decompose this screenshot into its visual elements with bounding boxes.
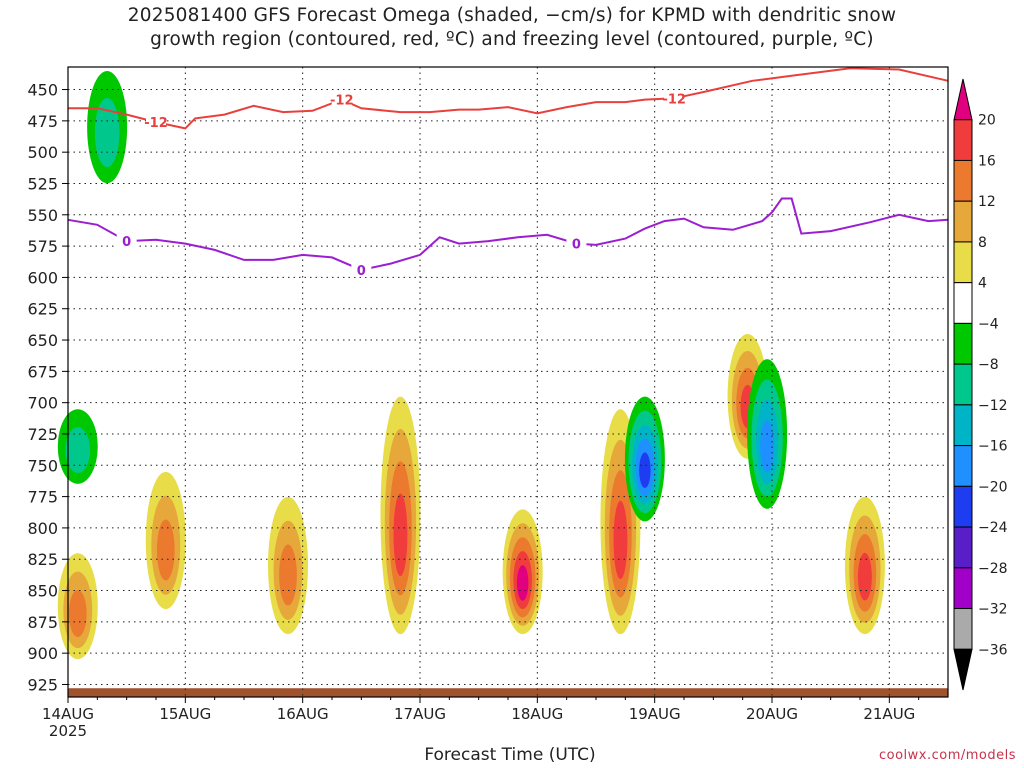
- chart-title-line-2: growth region (contoured, red, ºC) and f…: [150, 29, 874, 50]
- x-tick-label-4: 18AUG: [511, 705, 563, 723]
- x-tick-label-2: 16AUG: [277, 705, 329, 723]
- y-tick-label-550: 550: [27, 206, 58, 225]
- colorbar-top-triangle: [953, 78, 973, 121]
- colorbar-bin-4: [953, 241, 973, 284]
- colorbar-bin-6: [953, 322, 973, 365]
- omega-region-4-level-2: [279, 544, 297, 606]
- contour-line-1: [67, 197, 949, 271]
- colorbar-bottom-triangle: [953, 648, 973, 691]
- x-tick-label-6: 20AUG: [746, 705, 798, 723]
- colorbar-label-0: 20: [978, 113, 996, 129]
- colorbar-label-6: −8: [978, 357, 999, 373]
- x-tick-label-0: 14AUG: [42, 705, 94, 723]
- credit-text: coolwx.com/models: [878, 748, 1016, 763]
- omega-region-10-level-3: [760, 420, 775, 473]
- y-tick-label-875: 875: [27, 613, 58, 632]
- y-tick-label-775: 775: [27, 488, 58, 507]
- contour-label-bg-0-2: [664, 91, 685, 106]
- colorbar-bin-12: [953, 567, 973, 610]
- contour-label-1-0: 0: [122, 235, 131, 250]
- contour-label-0-0: -12: [144, 116, 168, 131]
- omega-region-8-level-4: [639, 452, 651, 488]
- x-axis-label: Forecast Time (UTC): [424, 745, 596, 765]
- y-tick-label-500: 500: [27, 143, 58, 162]
- colorbar-bin-9: [953, 445, 973, 487]
- x-tick-label-3: 17AUG: [394, 705, 446, 723]
- y-tick-label-650: 650: [27, 331, 58, 350]
- ground-surface: [68, 688, 948, 697]
- colorbar-label-5: −4: [978, 316, 999, 332]
- colorbar-bin-7: [953, 363, 973, 406]
- colorbar-bin-13: [953, 608, 973, 650]
- x-year-label: 2025: [49, 722, 87, 740]
- colorbar-label-1: 16: [978, 153, 996, 169]
- omega-region-0-level-1: [65, 427, 91, 474]
- contour-label-bg-0-0: [146, 115, 166, 130]
- chart-title: 2025081400 GFS Forecast Omega (shaded, −…: [0, 4, 1024, 52]
- colorbar: 20 16 12 8 4 −4 −8 −12 −16 −20 −24 −28 −32 −36: [953, 78, 1008, 691]
- chart-title-line-1: 2025081400 GFS Forecast Omega (shaded, −…: [127, 5, 897, 26]
- contour-label-1-2: 0: [572, 238, 581, 253]
- y-tick-label-825: 825: [27, 550, 58, 569]
- colorbar-bin-10: [953, 485, 973, 528]
- colorbar-label-12: −32: [978, 602, 1008, 618]
- colorbar-bin-3: [953, 200, 973, 243]
- x-tick-label-7: 21AUG: [863, 705, 915, 723]
- y-tick-label-850: 850: [27, 582, 58, 601]
- contour-label-bg-1-2: [566, 236, 587, 251]
- y-tick-label-450: 450: [27, 81, 58, 100]
- omega-region-6-level-4: [516, 565, 529, 601]
- contour-label-bg-0-1: [331, 92, 352, 107]
- colorbar-bin-2: [953, 159, 973, 202]
- temperature-contours: -12 -12 -12 0 0 0: [67, 67, 949, 279]
- y-tick-label-675: 675: [27, 362, 58, 381]
- colorbar-label-10: −24: [978, 520, 1008, 536]
- omega-region-5-level-3: [393, 493, 408, 577]
- colorbar-label-13: −36: [978, 642, 1008, 658]
- colorbar-label-3: 8: [978, 235, 987, 251]
- contour-label-0-1: -12: [330, 94, 354, 109]
- y-tick-label-750: 750: [27, 456, 58, 475]
- x-tick-label-5: 19AUG: [629, 705, 681, 723]
- colorbar-label-8: −16: [978, 439, 1008, 455]
- grid-lines: [68, 67, 948, 697]
- x-tick-label-1: 15AUG: [159, 705, 211, 723]
- contour-label-0-2: -12: [662, 92, 686, 107]
- colorbar-label-2: 12: [978, 194, 996, 210]
- y-axis: 450 475 500 525 550 575 600 625 650 675 700 725 750 7…: [27, 81, 68, 694]
- omega-region-3-level-2: [156, 519, 175, 581]
- contour-label-bg-1-1: [351, 262, 372, 277]
- y-tick-label-900: 900: [27, 644, 58, 663]
- y-tick-label-700: 700: [27, 394, 58, 413]
- contour-label-1-1: 0: [357, 264, 366, 279]
- colorbar-bin-1: [953, 119, 973, 161]
- y-tick-label-600: 600: [27, 268, 58, 287]
- contour-label-bg-1-0: [116, 234, 137, 249]
- y-tick-label-625: 625: [27, 300, 58, 319]
- y-tick-label-575: 575: [27, 237, 58, 256]
- y-tick-label-525: 525: [27, 174, 58, 193]
- colorbar-label-9: −20: [978, 479, 1008, 495]
- omega-region-7-level-3: [613, 500, 628, 580]
- colorbar-label-4: 4: [978, 276, 987, 292]
- y-tick-label-725: 725: [27, 425, 58, 444]
- omega-region-1-level-1: [94, 97, 120, 168]
- omega-region-11-level-3: [857, 552, 872, 601]
- y-tick-label-475: 475: [27, 112, 58, 131]
- contour-line-0: [68, 67, 949, 130]
- colorbar-label-11: −28: [978, 561, 1008, 577]
- colorbar-bin-11: [953, 526, 973, 569]
- omega-region-2-level-2: [68, 590, 87, 638]
- omega-shading: [57, 71, 948, 697]
- y-tick-label-800: 800: [27, 519, 58, 538]
- colorbar-label-7: −12: [978, 398, 1008, 414]
- colorbar-bin-8: [953, 404, 973, 447]
- x-axis: 14AUG 15AUG 16AUG 17AUG 18AUG 19AUG 20AUG 21AUG…: [42, 697, 920, 740]
- colorbar-bin-5: [953, 282, 973, 324]
- y-tick-label-925: 925: [27, 675, 58, 694]
